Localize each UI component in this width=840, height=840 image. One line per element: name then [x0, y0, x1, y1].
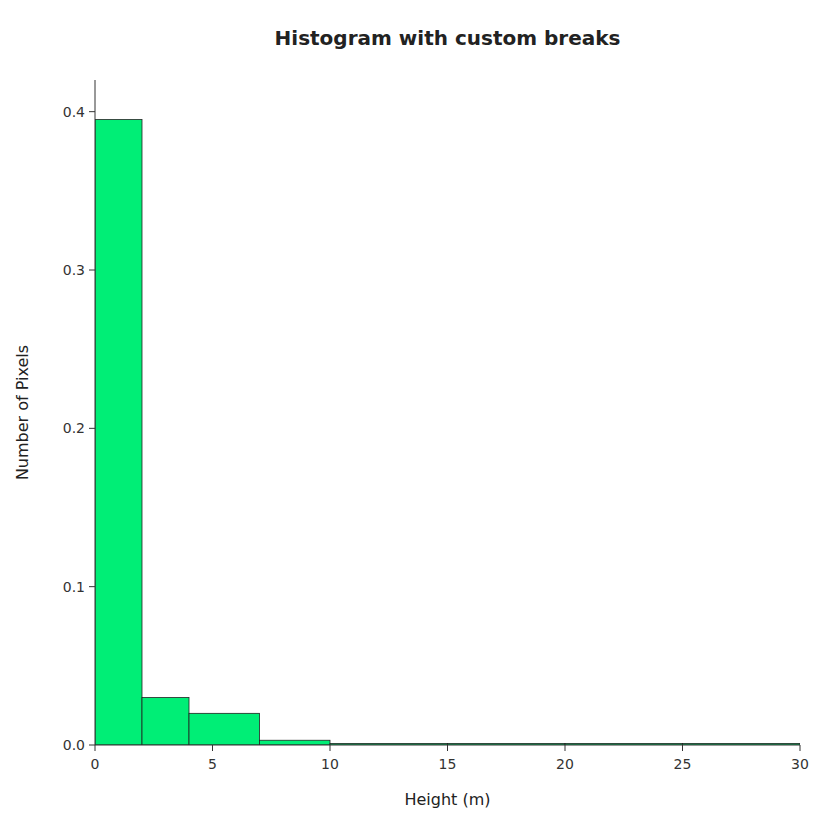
- title: Histogram with custom breaks: [275, 26, 621, 50]
- y-tick-label: 0.0: [63, 737, 85, 753]
- y-axis-line: [95, 80, 96, 745]
- y-tick: [89, 745, 95, 746]
- y-tick-label: 0.4: [63, 104, 85, 120]
- x-tick: [95, 745, 96, 751]
- y-tick-label: 0.3: [63, 262, 85, 278]
- chart: 0 5 10 15 20 25 30 0.0 0.1 0.2 0.3 0.4 Histogram wit…: [0, 0, 840, 840]
- bar: [260, 740, 331, 745]
- x-tick-label: 25: [674, 756, 692, 772]
- x-tick: [212, 745, 213, 751]
- bar: [142, 698, 189, 746]
- y-tick-label: 0.2: [63, 420, 85, 436]
- bars: [95, 120, 800, 745]
- x-axis-label: Height (m): [404, 790, 490, 809]
- x-tick: [447, 745, 448, 751]
- bar: [95, 120, 142, 745]
- x-tick: [800, 745, 801, 751]
- x-tick: [565, 745, 566, 751]
- y-tick-label: 0.1: [63, 579, 85, 595]
- background: [0, 0, 840, 840]
- x-tick-label: 30: [791, 756, 809, 772]
- axes: 0 5 10 15 20 25 30 0.0 0.1 0.2 0.3 0.4: [63, 80, 809, 772]
- y-tick: [89, 111, 95, 112]
- y-tick: [89, 586, 95, 587]
- x-tick-label: 15: [439, 756, 457, 772]
- x-tick-label: 10: [321, 756, 339, 772]
- x-tick-label: 20: [556, 756, 574, 772]
- x-tick: [330, 745, 331, 751]
- x-tick-label: 5: [208, 756, 217, 772]
- x-tick-label: 0: [91, 756, 100, 772]
- y-axis-label: Number of Pixels: [13, 345, 32, 480]
- x-tick: [682, 745, 683, 751]
- bar: [189, 713, 260, 745]
- y-tick: [89, 428, 95, 429]
- y-tick: [89, 270, 95, 271]
